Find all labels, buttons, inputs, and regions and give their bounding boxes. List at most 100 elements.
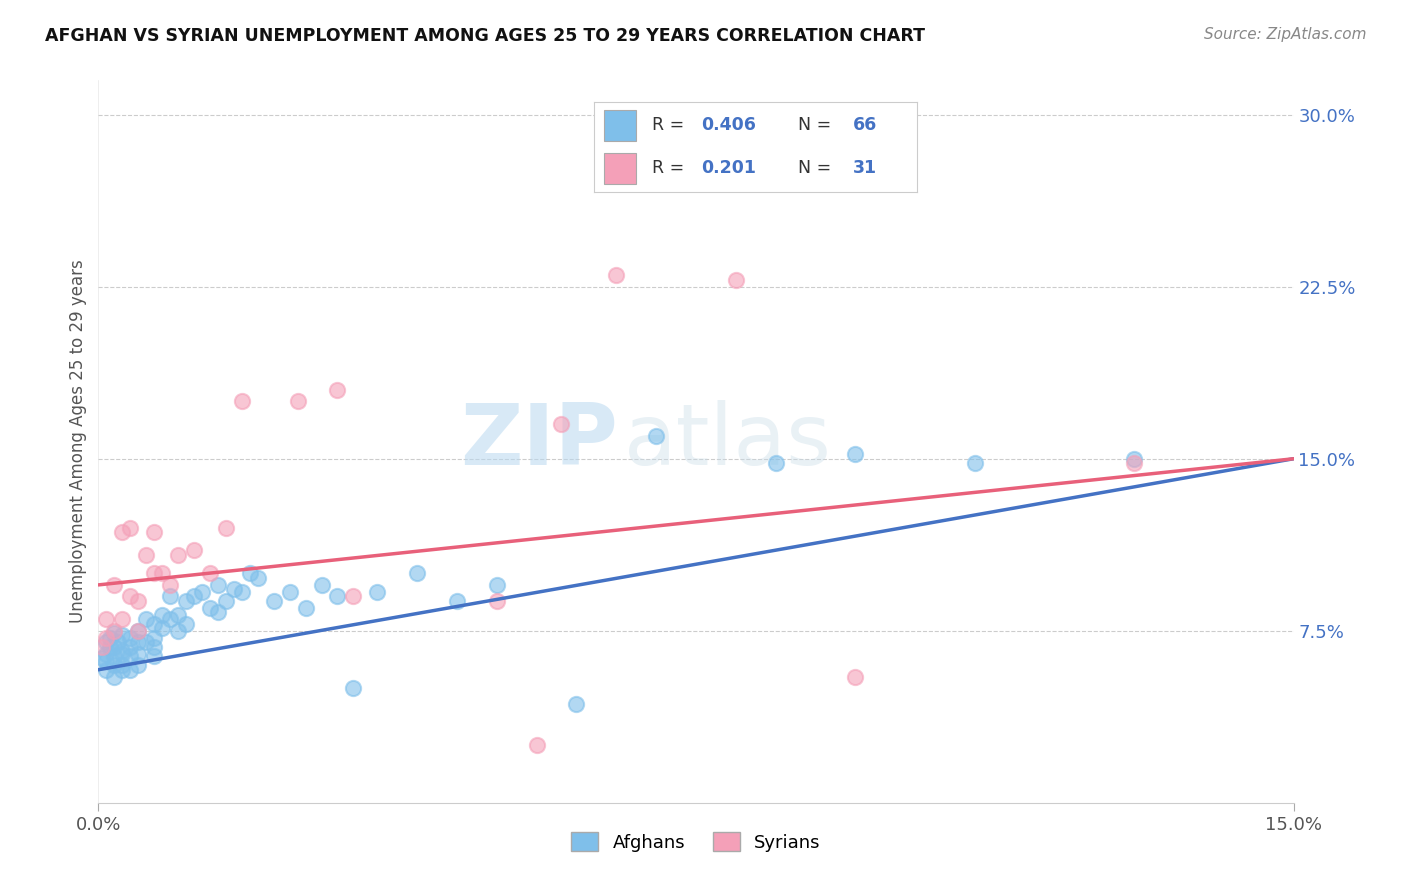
Point — [215, 520, 238, 534]
Point — [150, 566, 173, 581]
Point — [287, 394, 309, 409]
Point — [342, 681, 364, 695]
Point — [167, 548, 190, 562]
Point — [167, 607, 190, 622]
Point — [143, 631, 166, 645]
Point — [159, 590, 181, 604]
Point — [103, 624, 125, 638]
Point — [565, 697, 588, 711]
Point — [120, 590, 142, 604]
Point — [127, 635, 149, 649]
Point — [143, 640, 166, 654]
Point — [96, 612, 118, 626]
Point — [98, 631, 122, 645]
Point — [215, 594, 238, 608]
Point — [143, 525, 166, 540]
Point — [135, 612, 157, 626]
Point — [765, 456, 787, 470]
Point — [198, 600, 221, 615]
Point — [159, 612, 181, 626]
Point — [96, 647, 118, 661]
Point — [263, 594, 285, 608]
Point — [127, 647, 149, 661]
Point — [326, 590, 349, 604]
Point — [111, 628, 134, 642]
Point — [111, 644, 134, 658]
Point — [246, 571, 269, 585]
Point — [120, 640, 142, 654]
Point — [96, 663, 118, 677]
Text: Source: ZipAtlas.com: Source: ZipAtlas.com — [1204, 27, 1367, 42]
Point — [111, 647, 134, 661]
Point — [107, 635, 129, 649]
Point — [844, 670, 866, 684]
Point — [645, 429, 668, 443]
Point — [98, 640, 122, 654]
Point — [239, 566, 262, 581]
Point — [963, 456, 986, 470]
Point — [222, 582, 245, 597]
Point — [326, 383, 349, 397]
Point — [91, 651, 114, 665]
Point — [111, 612, 134, 626]
Point — [120, 648, 142, 663]
Point — [278, 584, 301, 599]
Point — [1123, 451, 1146, 466]
Point — [120, 520, 142, 534]
Point — [1123, 456, 1146, 470]
Text: atlas: atlas — [624, 400, 832, 483]
Point — [103, 640, 125, 654]
Point — [231, 394, 253, 409]
Point — [174, 594, 197, 608]
Point — [91, 640, 114, 654]
Point — [127, 594, 149, 608]
Point — [127, 624, 149, 638]
Point — [120, 663, 142, 677]
Text: AFGHAN VS SYRIAN UNEMPLOYMENT AMONG AGES 25 TO 29 YEARS CORRELATION CHART: AFGHAN VS SYRIAN UNEMPLOYMENT AMONG AGES… — [45, 27, 925, 45]
Point — [724, 273, 747, 287]
Point — [231, 584, 253, 599]
Legend: Afghans, Syrians: Afghans, Syrians — [564, 825, 828, 859]
Point — [150, 622, 173, 636]
Point — [526, 739, 548, 753]
Point — [111, 663, 134, 677]
Point — [167, 624, 190, 638]
Point — [311, 578, 333, 592]
Point — [143, 566, 166, 581]
Point — [446, 594, 468, 608]
Point — [150, 607, 173, 622]
Point — [605, 268, 627, 283]
Point — [485, 594, 508, 608]
Point — [406, 566, 429, 581]
Point — [550, 417, 572, 432]
Point — [143, 648, 166, 663]
Point — [342, 590, 364, 604]
Y-axis label: Unemployment Among Ages 25 to 29 years: Unemployment Among Ages 25 to 29 years — [69, 260, 87, 624]
Point — [485, 578, 508, 592]
Point — [207, 606, 229, 620]
Point — [366, 584, 388, 599]
Point — [103, 626, 125, 640]
Point — [135, 548, 157, 562]
Point — [183, 543, 205, 558]
Point — [96, 635, 118, 649]
Point — [191, 584, 214, 599]
Point — [159, 578, 181, 592]
Point — [207, 578, 229, 592]
Text: ZIP: ZIP — [461, 400, 619, 483]
Point — [96, 654, 118, 668]
Point — [844, 447, 866, 461]
Point — [183, 590, 205, 604]
Point — [111, 525, 134, 540]
Point — [96, 631, 118, 645]
Point — [103, 658, 125, 673]
Point — [294, 600, 316, 615]
Point — [103, 670, 125, 684]
Point — [127, 658, 149, 673]
Point — [135, 635, 157, 649]
Point — [103, 578, 125, 592]
Point — [127, 624, 149, 638]
Point — [111, 658, 134, 673]
Point — [103, 648, 125, 663]
Point — [143, 616, 166, 631]
